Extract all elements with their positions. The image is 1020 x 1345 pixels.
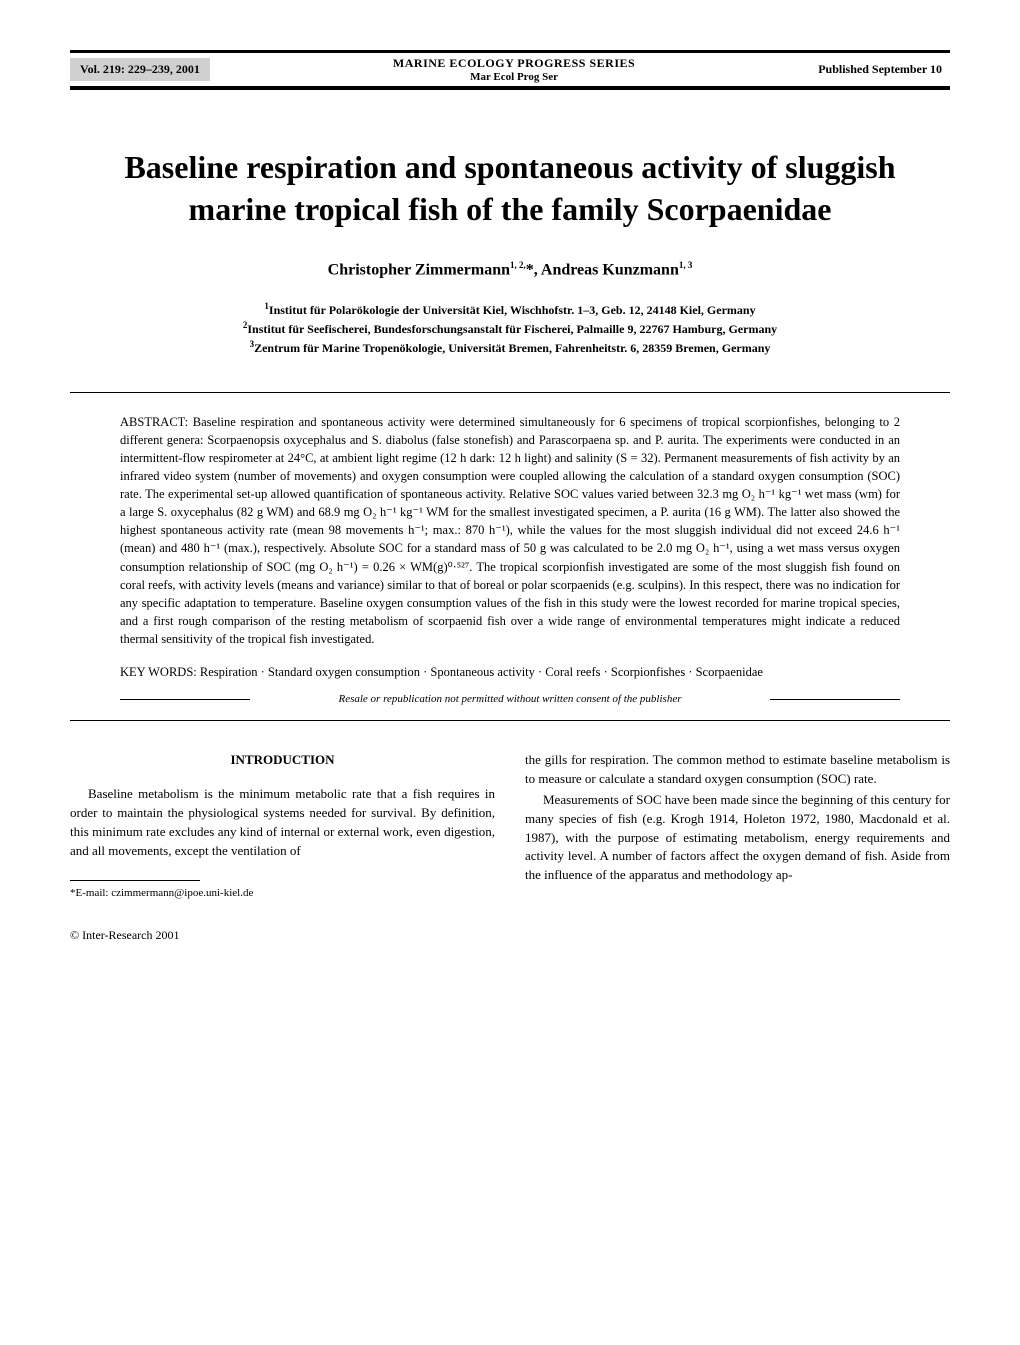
publication-date: Published September 10 [818, 62, 950, 77]
abstract-body: Baseline respiration and spontaneous act… [120, 415, 900, 647]
body-columns: INTRODUCTION Baseline metabolism is the … [70, 751, 950, 945]
introduction-heading: INTRODUCTION [70, 751, 495, 770]
footnote-divider [70, 880, 200, 881]
left-column: INTRODUCTION Baseline metabolism is the … [70, 751, 495, 945]
paragraph-3: Measurements of SOC have been made since… [525, 791, 950, 885]
keywords-label: KEY WORDS: [120, 665, 197, 679]
keywords: KEY WORDS: Respiration · Standard oxygen… [120, 663, 900, 681]
copyright: © Inter-Research 2001 [70, 927, 495, 944]
author-2-sup: 1, 3 [679, 260, 693, 270]
author-1: Christopher Zimmermann [328, 262, 510, 279]
abstract-section: ABSTRACT: Baseline respiration and spont… [70, 392, 950, 722]
keywords-text: Respiration · Standard oxygen consumptio… [197, 665, 763, 679]
affiliation-3: 3Zentrum für Marine Tropenökologie, Univ… [70, 338, 950, 357]
author-2: *, Andreas Kunzmann [526, 262, 679, 279]
journal-name: MARINE ECOLOGY PROGRESS SERIES [210, 56, 818, 71]
affiliations-block: 1Institut für Polarökologie der Universi… [70, 300, 950, 357]
abstract-text: ABSTRACT: Baseline respiration and spont… [120, 413, 900, 649]
corresponding-email: *E-mail: czimmermann@ipoe.uni-kiel.de [70, 886, 495, 902]
paragraph-2: the gills for respiration. The common me… [525, 751, 950, 789]
resale-notice: Resale or republication not permitted wi… [120, 693, 900, 705]
affiliation-2: 2Institut für Seefischerei, Bundesforsch… [70, 319, 950, 338]
right-column: the gills for respiration. The common me… [525, 751, 950, 945]
abstract-label: ABSTRACT: [120, 415, 188, 429]
journal-title-block: MARINE ECOLOGY PROGRESS SERIES Mar Ecol … [210, 56, 818, 83]
author-1-sup: 1, 2, [510, 260, 526, 270]
journal-abbr: Mar Ecol Prog Ser [210, 71, 818, 83]
volume-info: Vol. 219: 229–239, 2001 [70, 58, 210, 81]
affiliation-1: 1Institut für Polarökologie der Universi… [70, 300, 950, 319]
journal-header: Vol. 219: 229–239, 2001 MARINE ECOLOGY P… [70, 50, 950, 87]
authors-line: Christopher Zimmermann1, 2,*, Andreas Ku… [70, 260, 950, 279]
article-title: Baseline respiration and spontaneous act… [70, 147, 950, 230]
paragraph-1: Baseline metabolism is the minimum metab… [70, 785, 495, 860]
